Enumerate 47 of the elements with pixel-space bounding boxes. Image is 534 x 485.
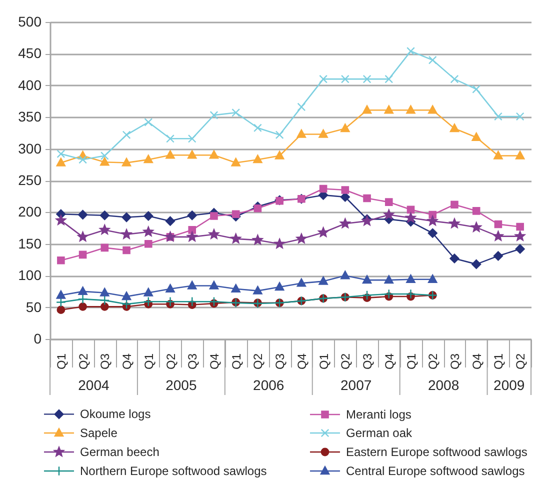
y-tick-label: 400 (18, 76, 42, 93)
legend-label: Okoume logs (80, 407, 151, 422)
y-tick-label: 100 (18, 267, 42, 284)
y-tick-label: 450 (18, 45, 42, 62)
x-tick-label: Q4 (470, 353, 484, 370)
text: 2007 (340, 377, 372, 393)
x-tick-label: Q3 (98, 353, 112, 370)
x-tick-label: Q1 (492, 353, 506, 370)
x-tick-label: Q2 (426, 353, 440, 370)
y-tick-label: 0 (34, 330, 42, 346)
legend-label: German beech (80, 445, 160, 459)
y-tick-label: 350 (18, 108, 42, 125)
text: 2008 (428, 377, 460, 393)
x-tick-label: Q2 (338, 353, 353, 370)
x-tick-label: Q1 (142, 353, 156, 370)
x-tick-label: Q2 (251, 353, 266, 370)
y-tick-label: 200 (18, 204, 42, 220)
x-tick-label: Q4 (120, 353, 134, 370)
x-tick-label: Q1 (229, 353, 244, 370)
x-tick-label: Q2 (76, 353, 90, 370)
y-tick-label: 250 (18, 172, 42, 188)
x-tick-label: Q4 (294, 353, 309, 370)
x-tick-label: Q2 (164, 353, 178, 370)
text: 2004 (78, 377, 110, 393)
legend-label: German oak (346, 426, 414, 440)
text: 2009 (494, 377, 525, 393)
x-tick-label: Q4 (207, 353, 222, 370)
legend-label: Sapele (80, 426, 118, 440)
x-tick-label: Q1 (54, 353, 68, 370)
y-tick-label: 500 (18, 14, 42, 30)
x-tick-label: Q2 (514, 353, 528, 370)
x-tick-label: Q1 (404, 353, 418, 370)
legend-label: Meranti logs (346, 408, 412, 422)
x-tick-label: Q1 (316, 353, 331, 370)
text: 2005 (166, 377, 197, 393)
legend-label: Eastern Europe softwood sawlogs (346, 445, 528, 459)
x-tick-label: Q3 (448, 353, 462, 370)
y-tick-label: 150 (18, 235, 42, 252)
y-tick-label: 50 (26, 298, 42, 315)
x-tick-label: Q4 (382, 353, 396, 370)
x-tick-label: Q3 (273, 353, 288, 370)
y-tick-label: 300 (18, 140, 42, 156)
legend-label: Central Europe softwood sawlogs (346, 464, 525, 478)
x-tick-label: Q3 (360, 353, 375, 370)
text: 2006 (253, 377, 284, 393)
x-tick-label: Q3 (186, 353, 200, 370)
legend-label: Northern Europe softwood sawlogs (80, 464, 267, 478)
